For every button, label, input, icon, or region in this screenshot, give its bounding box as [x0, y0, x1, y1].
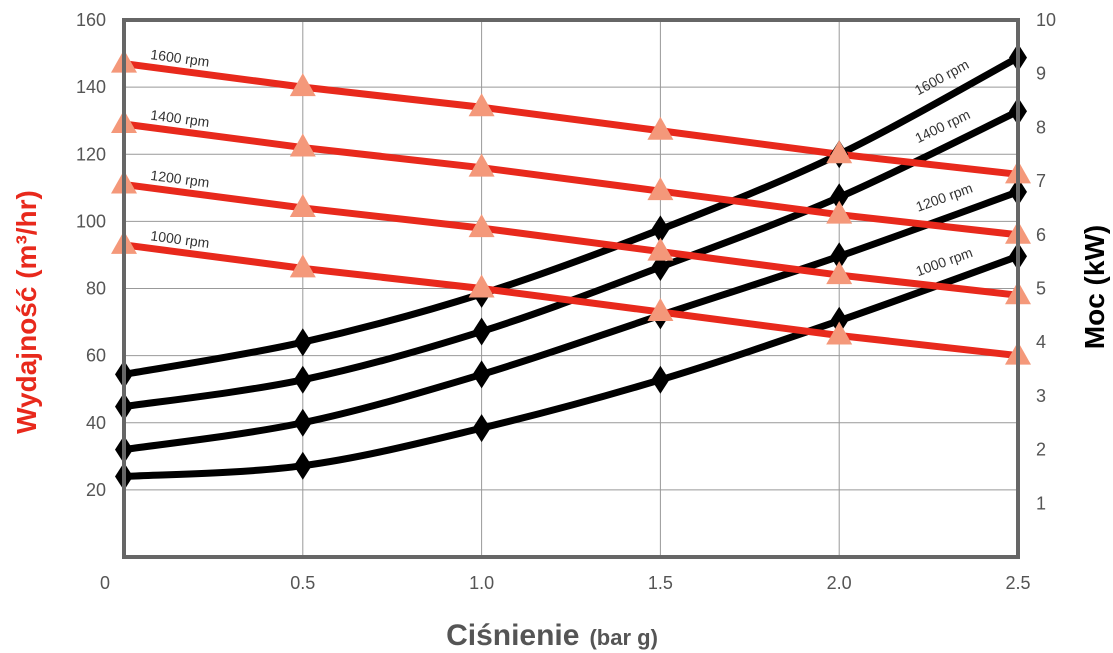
capacity-line-1400-rpm	[123, 120, 1019, 239]
y-right-tick-label: 8	[1036, 117, 1046, 137]
y-left-tick-label: 140	[76, 77, 106, 97]
power-marker-diamond	[830, 183, 849, 212]
power-marker-diamond	[293, 328, 312, 357]
x-axis-label: Ciśnienie (bar g)	[446, 619, 658, 652]
x-tick-label: 2.0	[827, 573, 852, 593]
power-marker-diamond	[830, 306, 849, 335]
power-markers	[115, 43, 1027, 491]
capacity-line-1600-rpm	[123, 60, 1019, 178]
power-marker-diamond	[472, 317, 491, 346]
y-right-tick-label: 9	[1036, 64, 1046, 84]
x-tick-label: 1.5	[648, 573, 673, 593]
y-axis-right-label: Moc (kW)	[1079, 225, 1110, 349]
y-right-tick-label: 7	[1036, 171, 1046, 191]
power-marker-diamond	[830, 242, 849, 271]
power-marker-diamond	[651, 215, 670, 244]
capacity-marker-triangle	[826, 140, 853, 164]
capacity-marker-triangle	[289, 254, 316, 278]
y-left-tick-label: 160	[76, 10, 106, 30]
power-line-1000-rpm	[123, 252, 1020, 480]
plot-frame	[122, 18, 1020, 559]
capacity-marker-triangle	[647, 116, 674, 140]
x-axis-label-text: Ciśnienie	[446, 619, 579, 652]
capacity-marker-triangle	[289, 133, 316, 157]
grid	[124, 20, 1018, 557]
capacity-marker-triangle	[468, 214, 495, 238]
y-right-tick-label: 10	[1036, 10, 1056, 30]
y-left-tick-label: 120	[76, 144, 106, 164]
y-left-tick-label: 20	[86, 480, 106, 500]
power-marker-diamond	[293, 408, 312, 437]
capacity-markers	[111, 49, 1031, 365]
capacity-marker-triangle	[826, 261, 853, 285]
y-left-tick-label: 80	[86, 279, 106, 299]
capacity-marker-triangle	[468, 93, 495, 117]
power-marker-diamond	[293, 451, 312, 480]
power-marker-diamond	[472, 414, 491, 443]
capacity-series-label: 1600 rpm	[150, 46, 211, 70]
power-marker-diamond	[472, 360, 491, 389]
y-right-tick-label: 5	[1036, 279, 1046, 299]
y-right-tick-label: 1	[1036, 493, 1046, 513]
capacity-marker-triangle	[289, 193, 316, 217]
x-tick-label: 0	[100, 573, 110, 593]
y-right-tick-label: 3	[1036, 386, 1046, 406]
y-right-tick-label: 2	[1036, 440, 1046, 460]
power-line-1600-rpm	[123, 54, 1020, 378]
y-right-tick-label: 6	[1036, 225, 1046, 245]
y-left-tick-label: 40	[86, 413, 106, 433]
capacity-marker-triangle	[826, 321, 853, 345]
capacity-marker-triangle	[826, 200, 853, 224]
capacity-marker-triangle	[647, 297, 674, 321]
capacity-marker-triangle	[647, 237, 674, 261]
left-axis-ticks: 20 40 60 80 100 120 140 160	[76, 10, 106, 500]
capacity-marker-triangle	[289, 73, 316, 97]
y-axis-left-label: Wydajność (m³/hr)	[11, 190, 42, 434]
x-tick-label: 2.5	[1005, 573, 1030, 593]
capacity-marker-triangle	[468, 274, 495, 298]
y-left-tick-label: 100	[76, 211, 106, 231]
power-marker-diamond	[293, 365, 312, 394]
capacity-marker-triangle	[468, 153, 495, 177]
capacity-line-1000-rpm	[123, 241, 1019, 360]
capacity-series	[123, 60, 1019, 360]
x-axis-ticks: 0 0.5 1.0 1.5 2.0 2.5	[100, 573, 1031, 593]
power-marker-diamond	[651, 365, 670, 394]
capacity-marker-triangle	[647, 177, 674, 201]
y-right-tick-label: 4	[1036, 332, 1046, 352]
y-left-tick-label: 60	[86, 346, 106, 366]
capacity-line-1200-rpm	[123, 180, 1019, 299]
x-tick-label: 1.0	[469, 573, 494, 593]
x-tick-label: 0.5	[290, 573, 315, 593]
power-line-1200-rpm	[123, 188, 1020, 454]
x-axis-label-unit: (bar g)	[589, 625, 657, 650]
capacity-series-label: 1000 rpm	[150, 227, 211, 251]
capacity-series-label: 1200 rpm	[150, 167, 211, 191]
right-axis-ticks: 1 2 3 4 5 6 7 8 9 10	[1036, 10, 1056, 513]
power-marker-diamond	[651, 253, 670, 282]
capacity-series-label: 1400 rpm	[150, 107, 211, 131]
